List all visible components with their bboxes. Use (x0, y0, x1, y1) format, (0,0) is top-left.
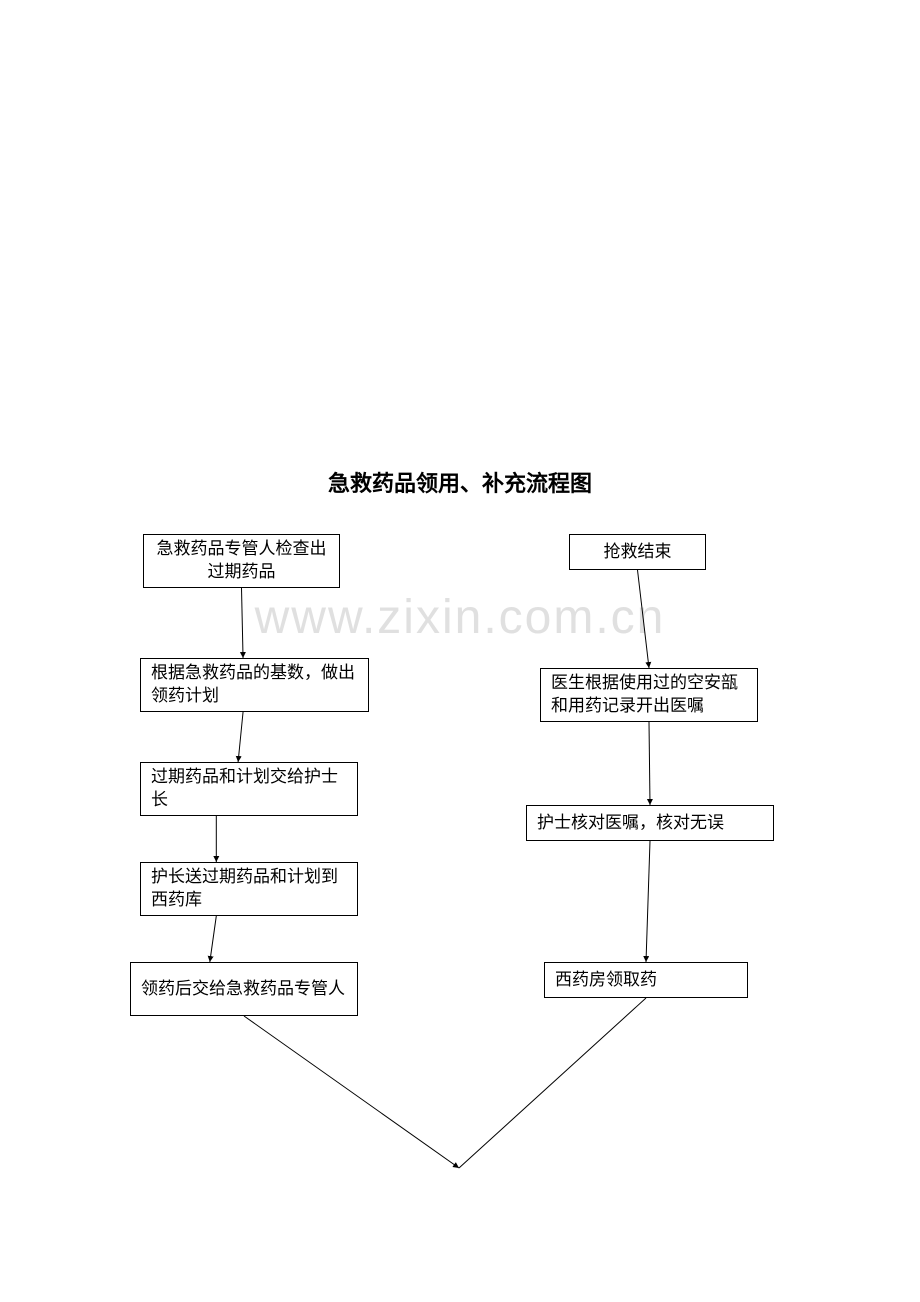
flow-node-l3: 过期药品和计划交给护士长 (140, 762, 358, 816)
flow-node-r3: 护士核对医嘱，核对无误 (526, 805, 774, 841)
edges-layer (0, 0, 920, 1302)
flow-node-l1: 急救药品专管人检查出过期药品 (143, 534, 340, 588)
flow-node-l5: 领药后交给急救药品专管人 (130, 962, 358, 1016)
flow-node-r2: 医生根据使用过的空安瓿和用药记录开出医嘱 (540, 668, 758, 722)
flow-node-r1: 抢救结束 (569, 534, 706, 570)
flow-node-r4: 西药房领取药 (544, 962, 748, 998)
flow-node-l2: 根据急救药品的基数，做出领药计划 (140, 658, 369, 712)
page-title: 急救药品领用、补充流程图 (328, 466, 592, 498)
flow-node-l4: 护长送过期药品和计划到西药库 (140, 862, 358, 916)
